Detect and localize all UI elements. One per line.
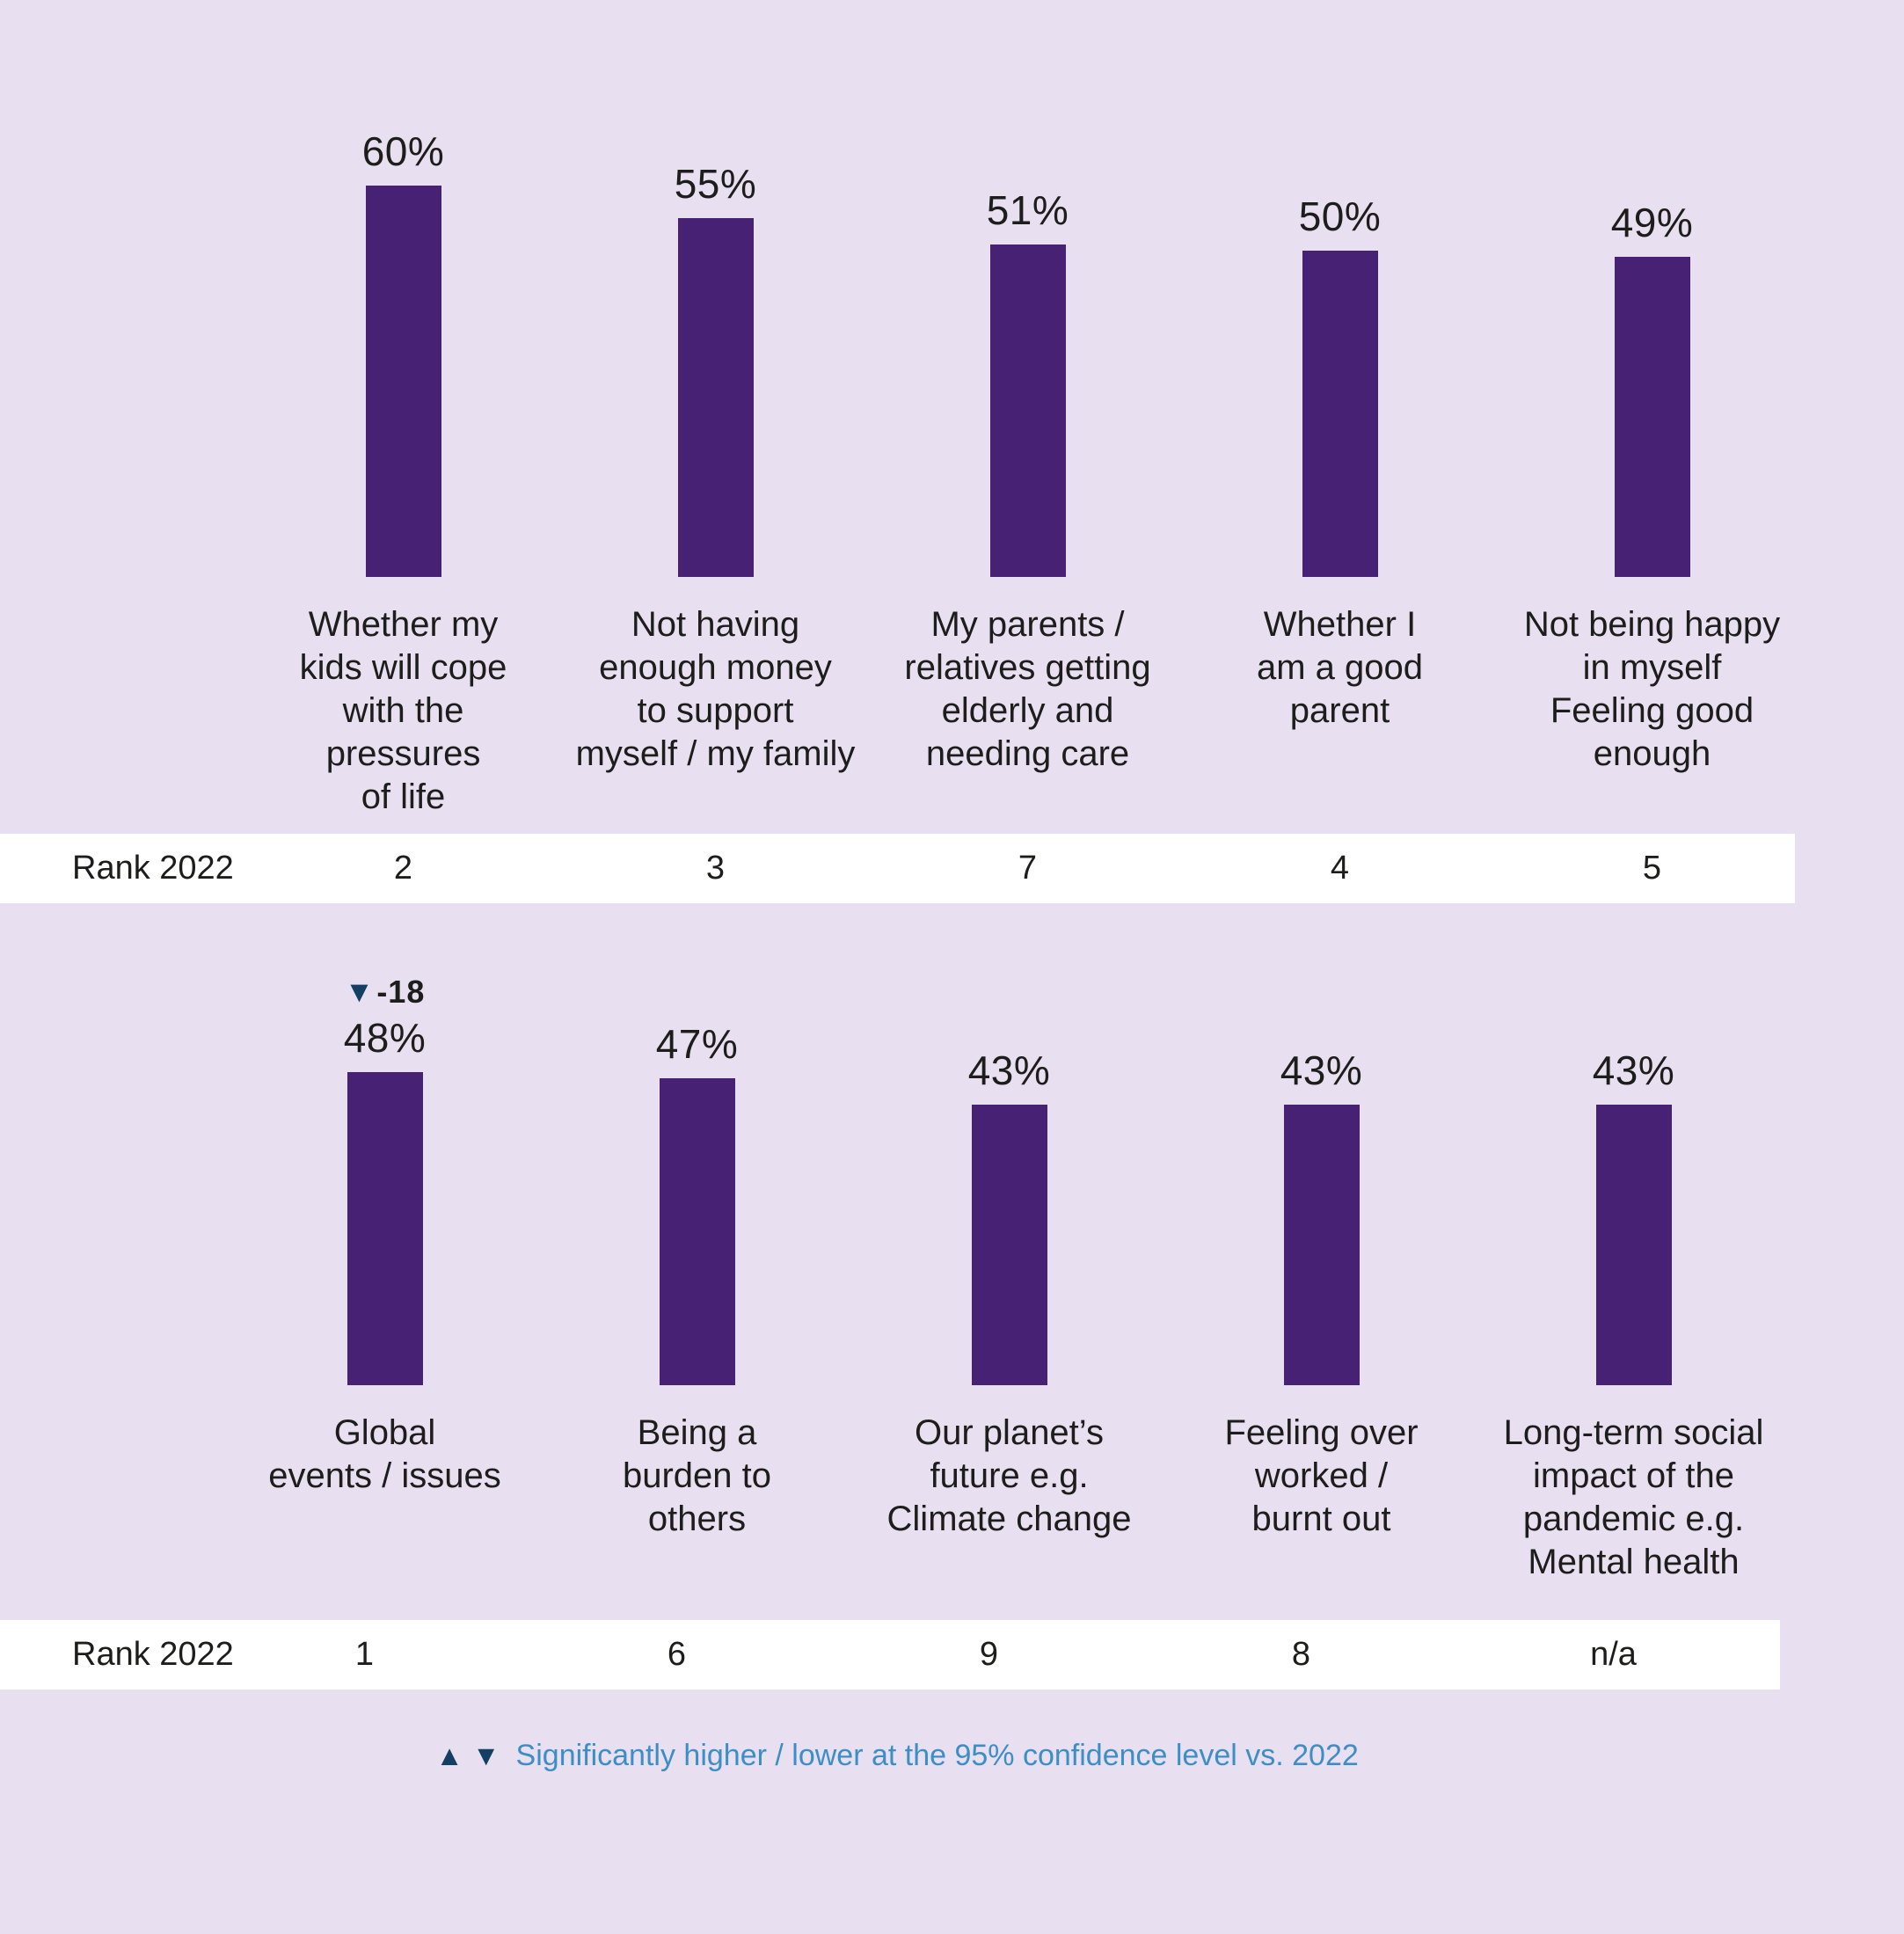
bar-value-label: 43% [1280,1047,1363,1093]
delta-value: -18 [376,974,426,1010]
rank-value: 6 [667,1636,687,1673]
bar-value-label: 43% [1592,1047,1675,1093]
category-label-row-bottom: Global events / issues Being a burden to… [0,1385,1904,1620]
bar [365,186,441,577]
rank-value: 7 [1018,850,1038,887]
bar-value-label: 48% [343,1015,427,1061]
bar-value-label: 43% [967,1047,1051,1093]
category-label: Whether my kids will cope with the press… [299,605,507,816]
legend-note-text: Significantly higher / lower at the 95% … [515,1739,1359,1772]
category-label: Long-term social impact of the pandemic … [1503,1413,1764,1581]
rank-value: n/a [1590,1636,1637,1673]
significance-marker: ▼ -18 [345,974,426,1011]
bar-row-top: 60% 55% 51% 50% 49% [0,123,1904,577]
chart-column: 43% [1165,950,1477,1385]
legend-note: ▲ ▼ Significantly higher / lower at the 95… [0,1739,1794,1773]
chart-column: ▼ -18 48% [229,950,541,1385]
bar-row-bottom: ▼ -18 48% 47% 43% 43% 43% [0,950,1904,1385]
category-label-row-top: Whether my kids will cope with the press… [0,577,1904,834]
chart-column: 50% [1184,123,1496,577]
up-triangle-icon: ▲ [435,1740,463,1771]
rank-value: 5 [1642,850,1662,887]
rank-value: 2 [393,850,413,887]
down-triangle-icon: ▼ [344,974,376,1009]
category-label: Whether I am a good parent [1256,605,1424,730]
rank-value: 4 [1330,850,1350,887]
chart-column: 51% [872,123,1184,577]
rank-value: 9 [979,1636,999,1673]
rank-row-bottom: Rank 2022 1 6 9 8 n/a [0,1620,1780,1690]
chart-column: 55% [559,123,872,577]
bar-value-label: 55% [674,161,757,207]
rank-cells-top: 2 3 7 4 5 [0,850,1808,887]
bar [1302,251,1378,577]
bar [659,1078,735,1385]
category-label: My parents / relatives getting elderly a… [904,605,1151,773]
bar-value-label: 60% [361,128,445,174]
bar [1283,1105,1360,1385]
category-label: Being a burden to others [622,1413,772,1538]
category-label: Not having enough money to support mysel… [575,605,856,773]
rank-value: 3 [705,850,726,887]
down-triangle-icon: ▼ [471,1740,500,1771]
rank-row-label: Rank 2022 [72,1636,234,1673]
rank-cells-bottom: 1 6 9 8 n/a [0,1636,1769,1674]
category-label: Our planet’s future e.g. Climate change [886,1413,1132,1538]
chart-column: 43% [1477,950,1790,1385]
bar-value-label: 50% [1298,193,1382,239]
chart-column: 47% [541,950,853,1385]
category-label: Not being happy in myself Feeling good e… [1523,605,1781,773]
bar [989,244,1066,577]
bar [971,1105,1047,1385]
bar-value-label: 47% [655,1021,739,1067]
chart-column: 43% [853,950,1165,1385]
rank-value: 1 [354,1636,375,1673]
rank-row-top: Rank 2022 2 3 7 4 5 [0,834,1795,903]
bar [1595,1105,1672,1385]
bar-value-label: 51% [986,187,1069,233]
bar-value-label: 49% [1610,200,1694,245]
bar [1614,257,1690,577]
bar [677,218,754,577]
chart-column: 60% [247,123,559,577]
category-label: Feeling over worked / burnt out [1224,1413,1419,1538]
category-label: Global events / issues [268,1413,501,1495]
bar [347,1072,423,1385]
rank-row-label: Rank 2022 [72,850,234,887]
chart-column: 49% [1496,123,1808,577]
rank-value: 8 [1291,1636,1311,1673]
